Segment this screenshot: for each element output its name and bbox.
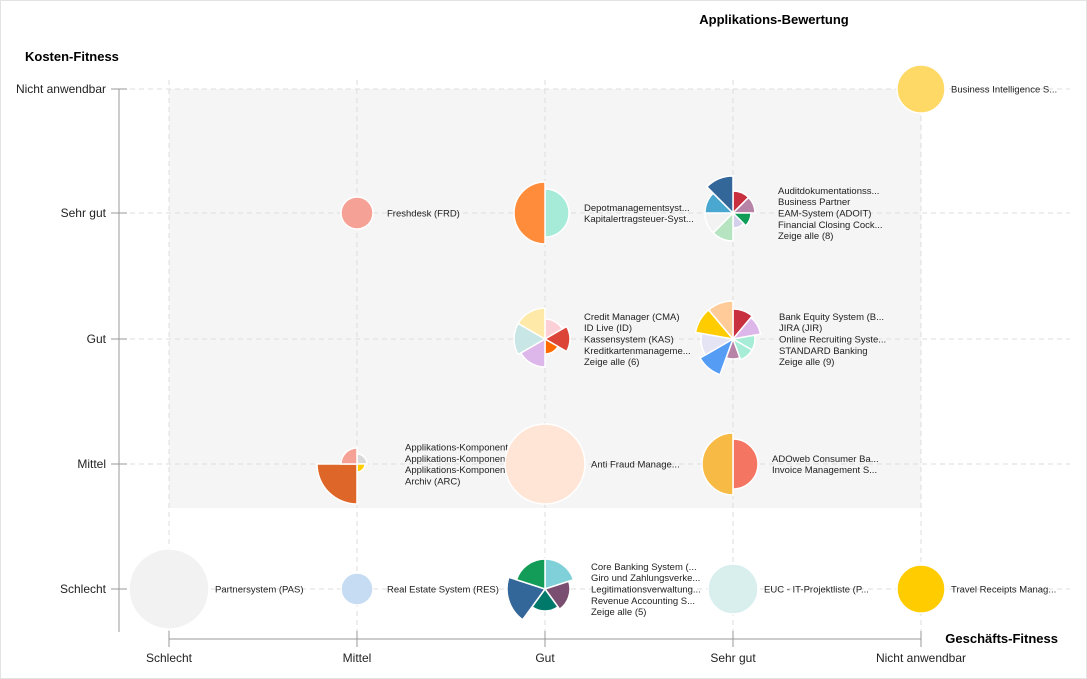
bubble-node[interactable]: Freshdesk (FRD): [340, 196, 460, 230]
bubble-label: Core Banking System (...: [591, 562, 697, 573]
bubble-label: Partnersystem (PAS): [215, 585, 304, 596]
bubble-slice[interactable]: [731, 196, 756, 214]
bubble-node[interactable]: Travel Receipts Manag...: [896, 564, 1056, 614]
show-all-link[interactable]: Zeige alle (8): [778, 231, 833, 242]
bubble-label: Applikations-Komponente: [405, 443, 513, 454]
bubble-slice[interactable]: [707, 300, 734, 342]
bubble-label: Bank Equity System (B...: [779, 312, 884, 323]
bubble-label: Real Estate System (RES): [387, 585, 499, 596]
bubble-slice[interactable]: [543, 580, 571, 611]
bubble-slice[interactable]: [701, 432, 734, 496]
bubble-slice[interactable]: [543, 325, 571, 353]
bubble-label: Credit Manager (CMA): [584, 312, 680, 323]
bubble-slice[interactable]: [316, 463, 358, 505]
bubble-slice[interactable]: [896, 564, 946, 614]
bubble-node[interactable]: Business Intelligence S...: [896, 64, 1057, 114]
x-axis-label: Geschäfts-Fitness: [945, 631, 1058, 646]
bubble-node[interactable]: Credit Manager (CMA)ID Live (ID)Kassensy…: [513, 307, 691, 368]
bubble-slice[interactable]: [731, 212, 752, 227]
bubble-slice[interactable]: [340, 196, 374, 230]
bubble-label: Financial Closing Cock...: [778, 220, 883, 231]
bubble-label: Kassensystem (KAS): [584, 335, 674, 346]
bubble-label: Invoice Management S...: [772, 465, 877, 476]
bubble-node[interactable]: Bank Equity System (B...JIRA (JIR)Online…: [694, 300, 887, 376]
bubble-node[interactable]: Core Banking System (...Giro und Zahlung…: [506, 558, 701, 621]
y-tick-label: Nicht anwendbar: [16, 82, 106, 96]
bubble-slice[interactable]: [705, 175, 734, 215]
bubble-node[interactable]: Depotmanagementsyst...Kapitalertragsteue…: [513, 181, 694, 245]
bubble-node[interactable]: Anti Fraud Manage...: [504, 423, 680, 505]
bubble-label: Travel Receipts Manag...: [951, 585, 1056, 596]
show-all-link[interactable]: Zeige alle (5): [591, 607, 646, 618]
bubble-slice[interactable]: [506, 576, 547, 621]
bubble-slice[interactable]: [513, 181, 546, 245]
show-all-link[interactable]: Zeige alle (9): [779, 357, 834, 368]
y-tick-label: Gut: [87, 332, 107, 346]
bubble-label: Business Partner: [778, 197, 850, 208]
bubble-label: ADOweb Consumer Ba...: [772, 454, 879, 465]
y-tick-label: Mittel: [77, 457, 106, 471]
y-tick-label: Schlecht: [60, 582, 107, 596]
bubble-slice[interactable]: [699, 337, 735, 376]
bubble-slice[interactable]: [128, 548, 210, 630]
y-axis-label: Kosten-Fitness: [25, 49, 119, 64]
bubble-slice[interactable]: [896, 64, 946, 114]
bubble-node[interactable]: Real Estate System (RES): [340, 572, 499, 606]
bubble-label: Anti Fraud Manage...: [591, 460, 680, 471]
bubble-label: EUC - IT-Projektliste (P...: [764, 585, 869, 596]
bubble-label: Applikations-Komponente (...: [405, 465, 527, 476]
bubble-slice[interactable]: [731, 316, 762, 341]
bubble-label: Giro und Zahlungsverke...: [591, 573, 700, 584]
x-tick-label: Nicht anwendbar: [876, 651, 966, 665]
bubble-label: Business Intelligence S...: [951, 85, 1057, 96]
bubble-label: Freshdesk (FRD): [387, 209, 460, 220]
bubble-slice[interactable]: [732, 438, 759, 490]
y-tick-label: Sehr gut: [61, 206, 107, 220]
bubble-label: Applikations-Komponente (...: [405, 454, 527, 465]
bubble-label: JIRA (JIR): [779, 323, 822, 334]
bubble-label: STANDARD Banking: [779, 346, 868, 357]
bubble-slice[interactable]: [340, 447, 358, 465]
bubble-node[interactable]: Partnersystem (PAS): [128, 548, 304, 630]
bubble-label: Auditdokumentationss...: [778, 186, 879, 197]
bubble-label: Legitimationsverwaltung...: [591, 585, 701, 596]
bubble-slice[interactable]: [731, 337, 754, 361]
bubble-slice[interactable]: [504, 423, 586, 505]
bubble-label: Archiv (ARC): [405, 476, 460, 487]
bubble-label: Kreditkartenmanageme...: [584, 346, 691, 357]
x-tick-label: Gut: [535, 651, 555, 665]
chart-title: Applikations-Bewertung: [699, 12, 849, 27]
x-tick-label: Mittel: [343, 651, 372, 665]
bubble-slice[interactable]: [340, 572, 374, 606]
x-tick-label: Schlecht: [146, 651, 193, 665]
bubble-slice[interactable]: [544, 188, 570, 238]
bubble-slice[interactable]: [517, 307, 546, 341]
bubble-slice[interactable]: [707, 563, 759, 615]
bubble-node[interactable]: Applikations-KomponenteApplikations-Komp…: [316, 443, 527, 505]
bubble-label: EAM-System (ADOIT): [778, 209, 871, 220]
bubble-label: ID Live (ID): [584, 323, 632, 334]
bubble-node[interactable]: Auditdokumentationss...Business PartnerE…: [704, 175, 883, 242]
bubble-label: Kapitalertragsteuer-Syst...: [584, 214, 694, 225]
x-tick-label: Sehr gut: [710, 651, 756, 665]
bubble-label: Online Recruiting Syste...: [779, 335, 886, 346]
bubble-slice[interactable]: [515, 558, 546, 591]
bubble-label: Depotmanagementsyst...: [584, 203, 690, 214]
bubble-node[interactable]: ADOweb Consumer Ba...Invoice Management …: [701, 432, 879, 496]
bubble-label: Revenue Accounting S...: [591, 596, 695, 607]
show-all-link[interactable]: Zeige alle (6): [584, 357, 639, 368]
bubble-node[interactable]: EUC - IT-Projektliste (P...: [707, 563, 869, 615]
